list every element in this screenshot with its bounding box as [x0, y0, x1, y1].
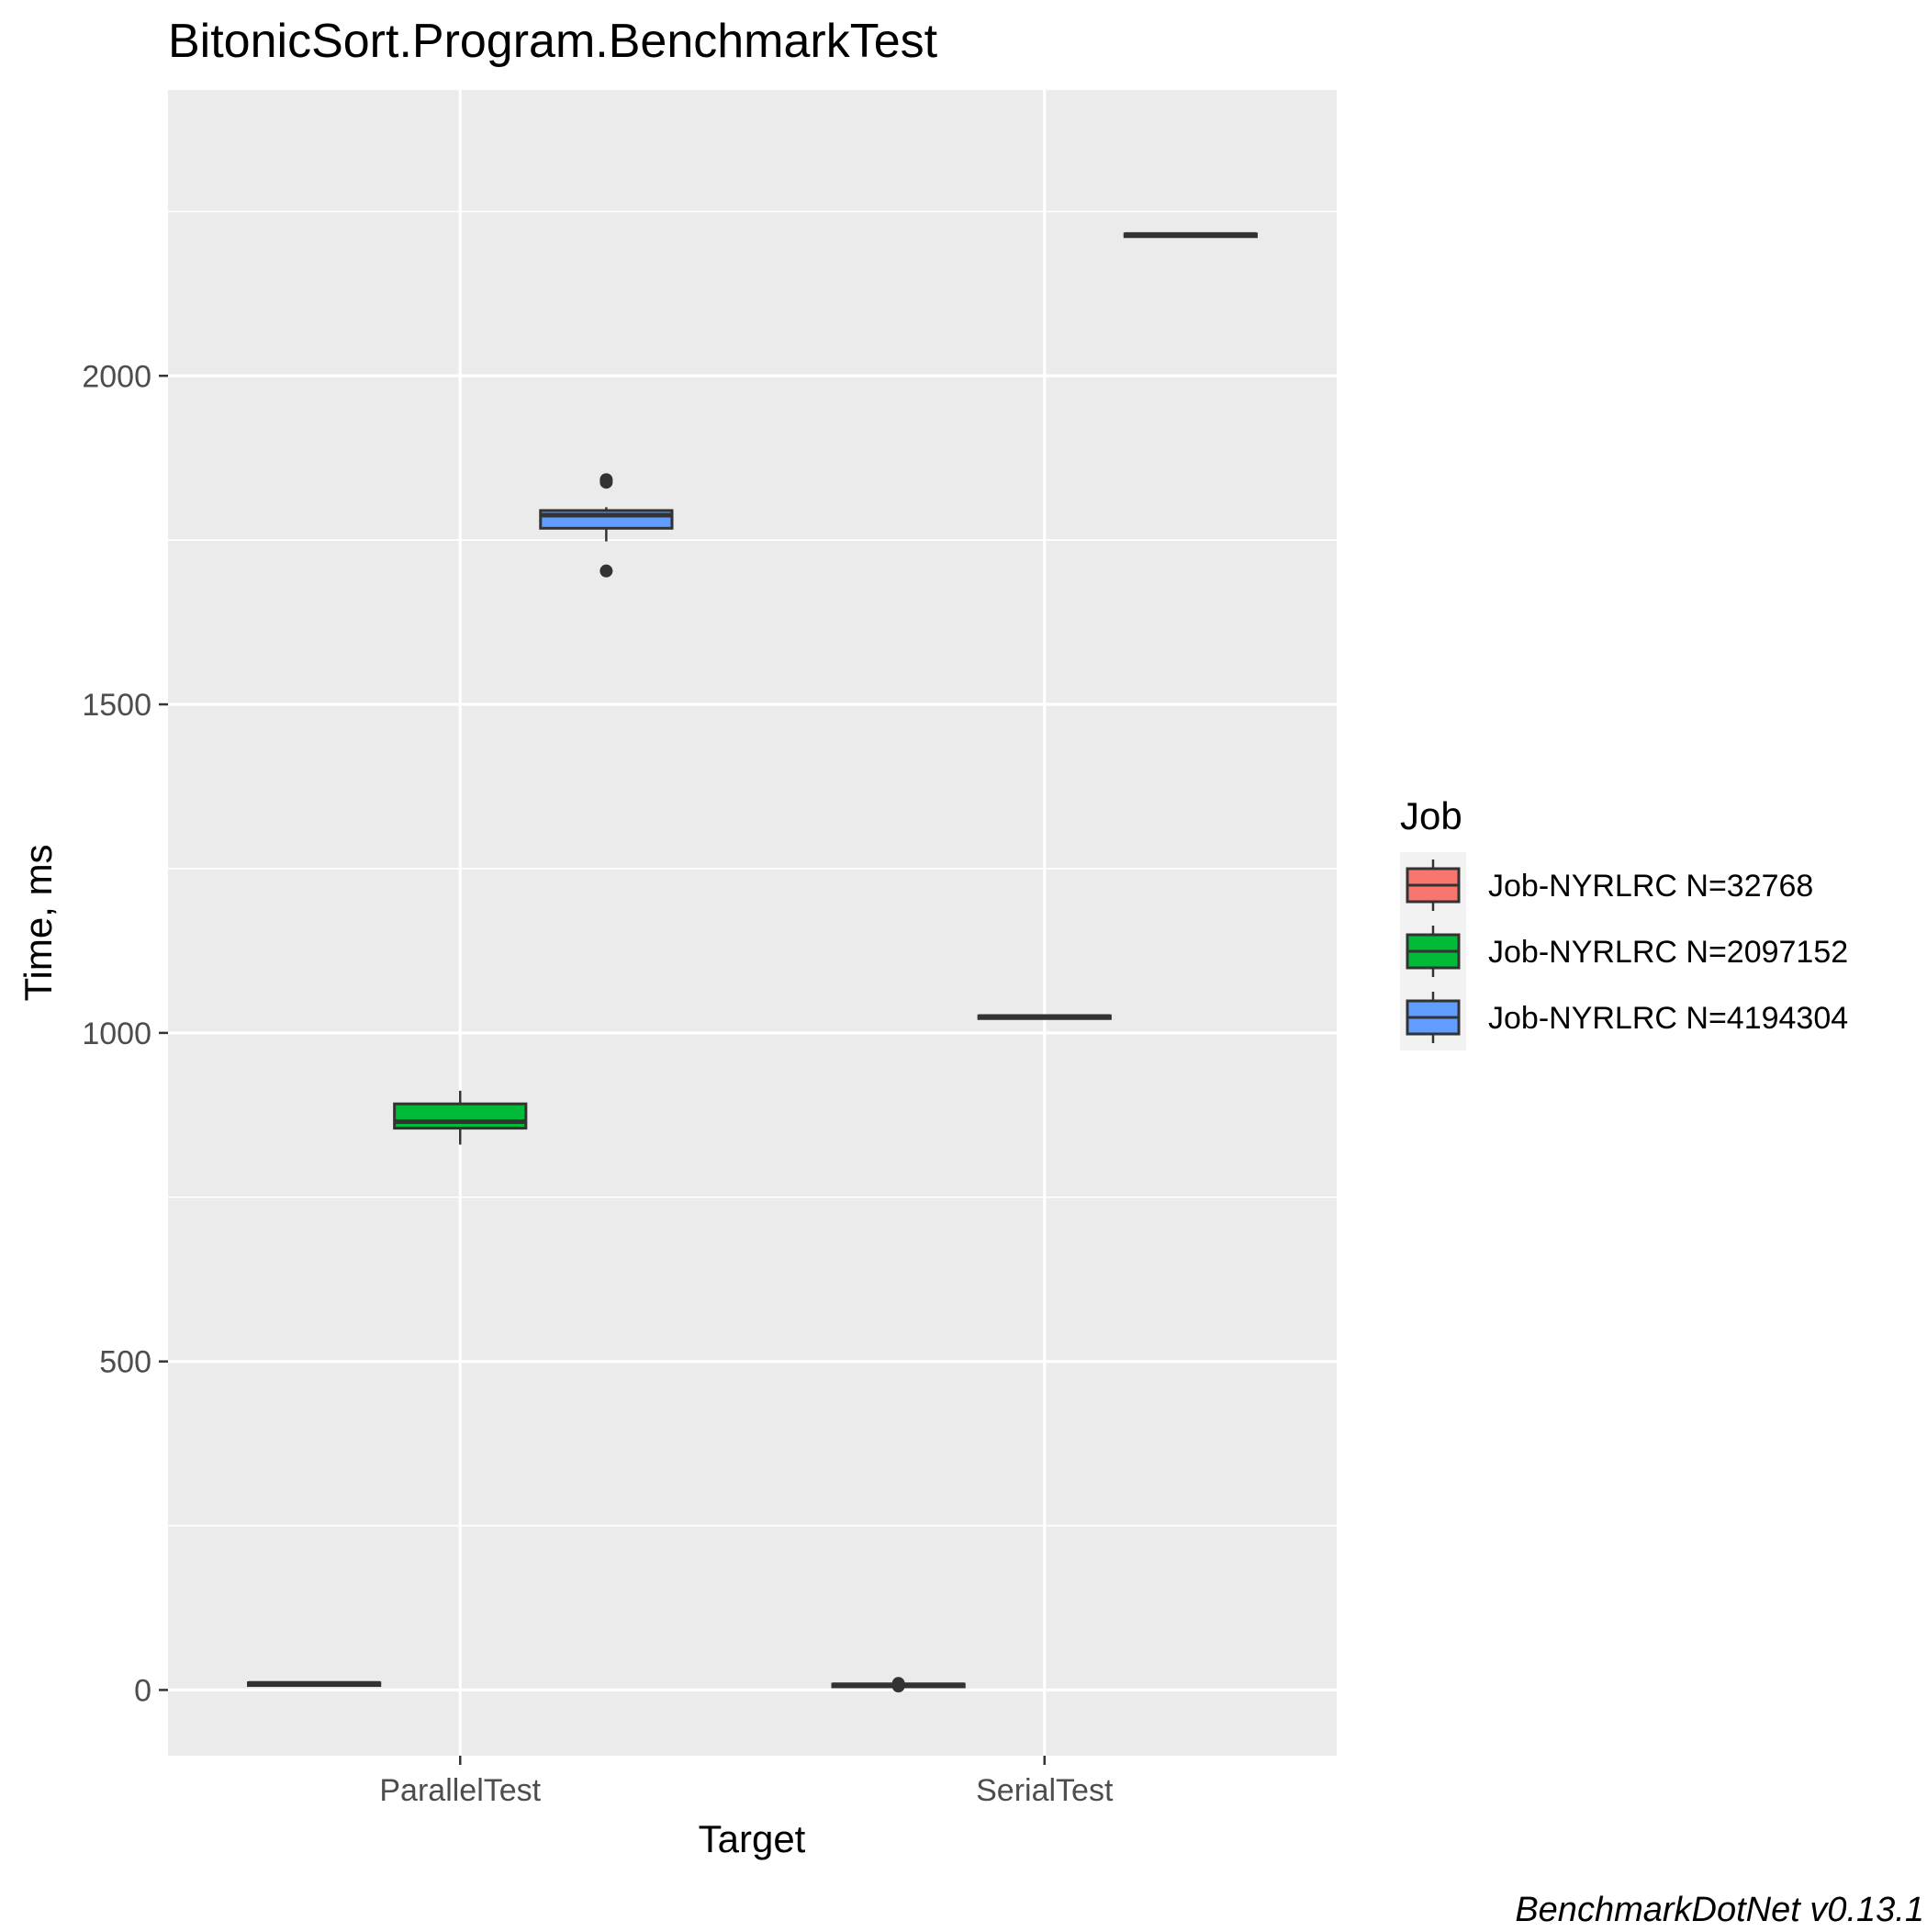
box-outlier: [599, 564, 613, 578]
y-tick-label: 1500: [82, 688, 151, 723]
legend-key-3: [1400, 984, 1466, 1050]
caption: BenchmarkDotNet v0.13.1: [1515, 1891, 1924, 1927]
legend: Job Job-NYRLRC N=32768 Job-NYRLRC N=20971…: [1400, 794, 1848, 1050]
box-outlier: [599, 473, 613, 487]
box-3-SerialTest: [1123, 231, 1258, 239]
x-tick-label: SerialTest: [976, 1773, 1114, 1808]
box-1-SerialTest: [831, 1677, 966, 1693]
box-3-ParallelTest: [539, 473, 674, 578]
chart-title: BitonicSort.Program.BenchmarkTest: [168, 15, 938, 68]
y-tick-label: 2000: [82, 359, 151, 394]
grid-lines: [168, 90, 1337, 1756]
y-tick-label: 0: [134, 1673, 151, 1708]
box-1-ParallelTest: [247, 1680, 382, 1688]
plot-panel: [168, 90, 1337, 1756]
box-outlier: [891, 1677, 905, 1690]
legend-label: Job-NYRLRC N=4194304: [1488, 1001, 1848, 1036]
y-tick-label: 1000: [82, 1017, 151, 1051]
box-2-SerialTest: [977, 1014, 1112, 1020]
axis-layer: 0 500 1000 1500 2000 ParallelTest SerialTest: [82, 359, 1114, 1808]
x-axis-title: Target: [699, 1817, 806, 1860]
legend-key-2: [1400, 918, 1466, 984]
legend-title: Job: [1400, 794, 1462, 837]
legend-key-1: [1400, 852, 1466, 918]
box-layer: [247, 231, 1258, 1693]
legend-label: Job-NYRLRC N=32768: [1488, 869, 1813, 904]
legend-label: Job-NYRLRC N=2097152: [1488, 935, 1848, 970]
box-2-ParallelTest: [393, 1090, 528, 1145]
x-tick-label: ParallelTest: [379, 1773, 541, 1808]
y-axis-title: Time, ms: [17, 844, 60, 1001]
y-tick-label: 500: [99, 1345, 151, 1380]
box-iqr: [393, 1102, 528, 1130]
